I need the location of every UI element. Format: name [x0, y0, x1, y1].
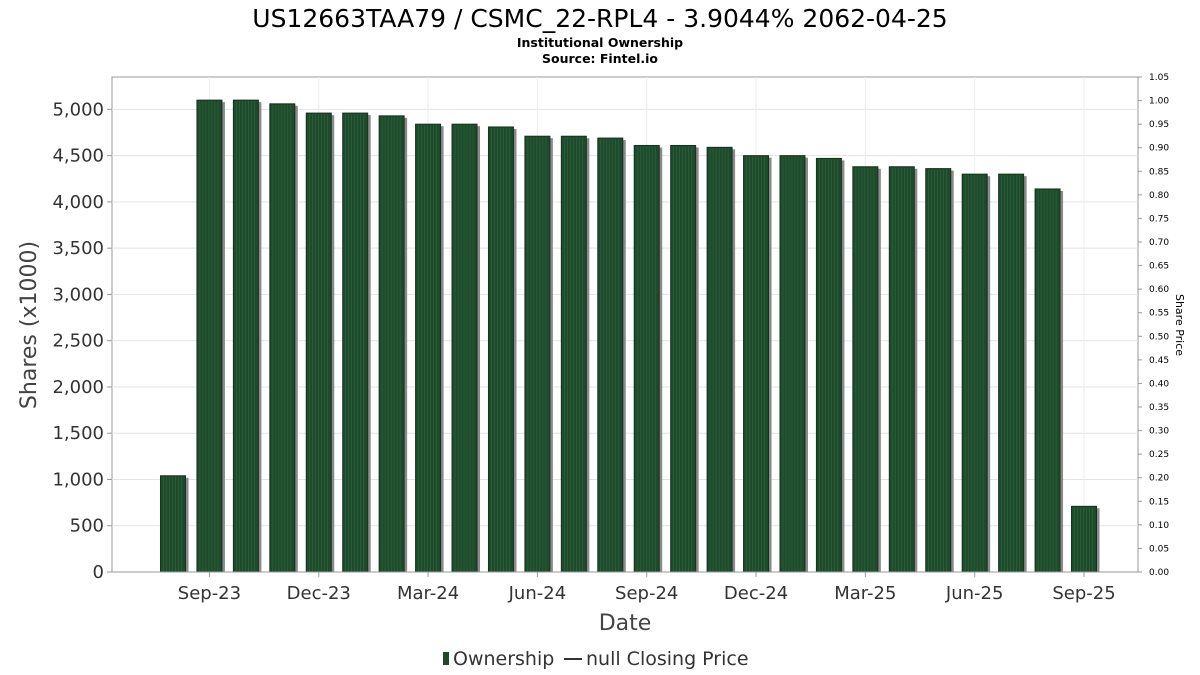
y-tick-label: 4,000 — [52, 192, 104, 213]
legend-price-label: null Closing Price — [586, 648, 749, 670]
x-tick-label: Jun-24 — [508, 583, 567, 604]
y2-tick-label: 1.00 — [1149, 97, 1169, 107]
y2-tick-label: 0.55 — [1149, 309, 1169, 319]
y2-tick-label: 0.20 — [1149, 474, 1169, 484]
y2-tick-label: 0.05 — [1149, 544, 1169, 554]
y-tick-label: 4,500 — [52, 146, 104, 167]
y2-tick-label: 0.35 — [1149, 403, 1169, 413]
x-tick-label: Sep-24 — [615, 583, 678, 604]
chart-subtitle-line-2: Source: Fintel.io — [542, 51, 658, 66]
y2-tick-label: 0.70 — [1149, 238, 1169, 248]
ownership-bars — [112, 99, 1138, 573]
y-tick-label: 1,500 — [52, 423, 104, 444]
x-tick-label: Dec-23 — [287, 583, 351, 604]
y-tick-label: 3,500 — [52, 238, 104, 259]
x-axis-label: Date — [599, 611, 652, 636]
x-tick-label: Mar-25 — [834, 583, 896, 604]
x-tick-label: Sep-23 — [178, 583, 241, 604]
y2-tick-label: 0.75 — [1149, 214, 1169, 224]
legend-ownership-swatch — [443, 652, 449, 665]
y2-axis-label: Share Price — [1173, 294, 1186, 356]
y2-tick-label: 0.30 — [1149, 427, 1169, 437]
x-tick-label: Sep-25 — [1052, 583, 1115, 604]
y-tick-label: 1,000 — [52, 469, 104, 490]
y2-tick-label: 0.10 — [1149, 521, 1169, 531]
y2-tick-label: 0.65 — [1149, 262, 1169, 272]
chart-subtitle-line-1: Institutional Ownership — [517, 35, 683, 50]
x-tick-label: Mar-24 — [397, 583, 459, 604]
y-tick-label: 0 — [93, 562, 104, 583]
y-tick-label: 500 — [70, 516, 104, 537]
y2-tick-label: 1.05 — [1149, 73, 1169, 83]
y2-tick-label: 0.85 — [1149, 167, 1169, 177]
legend-ownership-label: Ownership — [453, 648, 554, 670]
y2-tick-label: 0.45 — [1149, 356, 1169, 366]
y-tick-label: 3,000 — [52, 284, 104, 305]
x-tick-label: Jun-25 — [945, 583, 1004, 604]
y-axis-label: Shares (x1000) — [17, 241, 42, 409]
y2-tick-label: 0.40 — [1149, 379, 1169, 389]
y2-tick-label: 0.25 — [1149, 450, 1169, 460]
y-tick-label: 5,000 — [52, 99, 104, 120]
y2-tick-label: 0.80 — [1149, 191, 1169, 201]
y2-tick-label: 0.15 — [1149, 497, 1169, 507]
y-tick-label: 2,000 — [52, 377, 104, 398]
y-tick-label: 2,500 — [52, 331, 104, 352]
x-tick-label: Dec-24 — [724, 583, 788, 604]
y2-tick-label: 0.60 — [1149, 285, 1169, 295]
x-axis-ticks: Sep-23 Dec-23 Mar-24 Jun-24 Sep-24 Dec-24 Mar-… — [178, 572, 1116, 604]
y-axis-ticks: 0 500 1,000 1,500 2,000 2,500 3,000 3,500 4,000 4… — [52, 99, 112, 583]
y2-tick-label: 0.95 — [1149, 120, 1169, 130]
chart-title: US12663TAA79 / CSMC_22-RPL4 - 3.9044% 20… — [252, 4, 947, 33]
legend: Ownership null Closing Price — [443, 648, 749, 670]
y2-axis-ticks: 0.00 0.05 0.10 0.15 0.20 0.25 0.30 0.35 0.40 0.45… — [1138, 73, 1169, 578]
y2-tick-label: 0.50 — [1149, 332, 1169, 342]
y2-tick-label: 0.90 — [1149, 144, 1169, 154]
y2-tick-label: 0.00 — [1149, 568, 1169, 578]
